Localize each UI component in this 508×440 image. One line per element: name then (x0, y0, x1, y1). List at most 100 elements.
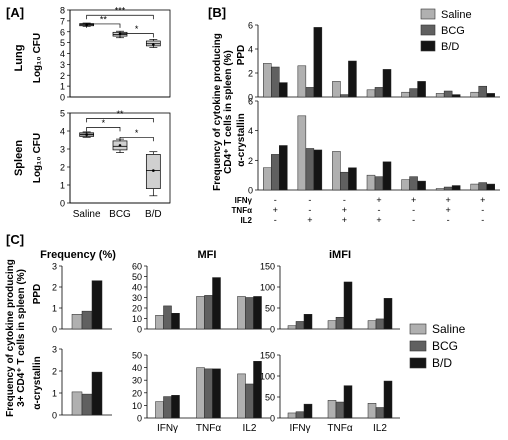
A-lung-ytick-label: 1 (60, 82, 65, 92)
A-spleen-ytick-label: 5 (60, 109, 65, 119)
C-MFI-acryst-bar-saline (196, 367, 205, 419)
A-lung-sig-label: *** (115, 6, 126, 16)
C-MFI-acryst-bar-bcg (163, 396, 172, 419)
A-spleen-ytick-label: 3 (60, 145, 65, 155)
C-freq-acryst-bar-bcg (81, 393, 93, 416)
C-MFI-PPD-bar-saline (196, 296, 205, 330)
C-iMFI-PPD-ytick-label: 150 (260, 262, 275, 272)
C-MFI-acryst-ytick-label: 30 (132, 376, 142, 386)
panel-c-ylabel-line2: 3+ CD4⁺ T cells in spleen (%) (16, 269, 27, 407)
C-iMFI-PPD-bar-saline (367, 320, 377, 330)
row-label-b-ppd: PPD (236, 45, 247, 66)
B-acryst-ytick-label: 0 (248, 186, 253, 196)
C-MFI-PPD-ytick-label: 10 (132, 314, 142, 324)
A-lung-sig-label: ** (100, 14, 108, 24)
panel-b-ylabel-line2: CD4⁺ T cells in spleen (%) (223, 50, 234, 174)
C-MFI-acryst-xtick-label: IFNγ (157, 423, 178, 434)
A-lung-sig-label: * (135, 24, 139, 34)
B-PPD-bar-bd (279, 82, 288, 98)
B-PPD-bar-saline (470, 91, 479, 98)
A-spleen-sig-bracket (86, 127, 121, 132)
C-MFI-acryst-bar-bd (253, 361, 262, 419)
B-PPD-bar-bcg (271, 66, 280, 98)
A-lung-ytick-label: 0 (60, 93, 65, 103)
B-acryst-bar-bd (417, 180, 426, 191)
C-MFI-PPD-bar-bd (253, 296, 262, 330)
A-lung-sig-bracket (86, 14, 154, 20)
B-PPD-bar-bd (417, 81, 426, 98)
B-acryst-bar-bd (279, 145, 288, 191)
A-spleen-sig-label: * (102, 118, 106, 128)
panel-label-b: [B] (208, 5, 226, 20)
C-iMFI-acryst-xtick-label: TNFα (327, 423, 352, 434)
C-MFI-PPD-bar-bcg (163, 305, 172, 330)
C-iMFI-PPD-bar-saline (287, 325, 297, 330)
legend-label-saline: Saline (441, 9, 472, 21)
A-spleen-xtick-label: BCG (109, 209, 131, 220)
B-PPD-ytick-label: 0 (248, 93, 253, 103)
B-acryst-bar-saline (366, 174, 376, 191)
C-freq-PPD-bar-bcg (81, 310, 93, 330)
panel-c-mfi-acrystallin-chart: 0 10 20 30 40 50 IFNγ TNFα IL2 (132, 351, 270, 434)
sign-cell: + (376, 215, 381, 225)
B-acryst-bar-saline (332, 151, 341, 191)
C-iMFI-acryst-ytick-label: 150 (260, 351, 275, 361)
sign-cell: - (481, 215, 484, 225)
sign-cell: - (412, 205, 415, 215)
B-PPD-bar-bd (486, 93, 495, 98)
C-MFI-acryst-ytick-label: 50 (132, 351, 142, 361)
panel-c-title-imfi: iMFI (329, 249, 351, 261)
panel-c-ylabel-line1: Frequency of cytokine producing (5, 259, 16, 417)
A-spleen-ytick-label: 0 (60, 199, 65, 209)
C-iMFI-acryst-xtick-label: IL2 (373, 423, 387, 434)
panel-label-a: [A] (6, 5, 24, 20)
C-MFI-acryst-xtick-label: IL2 (243, 423, 257, 434)
C-iMFI-PPD-ytick-label: 50 (265, 304, 275, 314)
C-iMFI-acryst-bar-saline (287, 412, 297, 419)
A-lung-ytick-label: 6 (60, 27, 65, 37)
B-acryst-bar-bd (486, 183, 495, 191)
row-label-spleen: Spleen (13, 140, 25, 176)
legend-swatch-bd (420, 40, 436, 52)
C-iMFI-PPD-ytick-label: 0 (270, 325, 275, 335)
sign-cell: + (446, 205, 451, 215)
C-iMFI-PPD-bar-bcg (375, 318, 385, 330)
B-PPD-ytick-label: 4 (248, 45, 253, 55)
panel-c-imfi-ppd-chart: 0 50 100 150 (260, 262, 400, 335)
B-PPD-bar-saline (263, 63, 272, 98)
C-freq-acryst-bar-saline (71, 391, 83, 416)
C-freq-PPD-ytick-label: 3 (52, 262, 57, 272)
C-iMFI-acryst-bar-saline (327, 400, 337, 419)
B-PPD-bar-saline (401, 91, 410, 98)
B-acryst-ytick-label: 2 (248, 156, 253, 166)
A-spleen-xtick-label: Saline (73, 209, 101, 220)
sign-cell: + (480, 195, 485, 205)
A-lung-mean-point (152, 42, 155, 46)
B-acryst-bar-bd (382, 161, 392, 191)
C-MFI-acryst-bar-bd (171, 395, 180, 419)
B-PPD-bar-bd (313, 27, 323, 98)
C-MFI-acryst-ytick-label: 10 (132, 401, 142, 411)
C-iMFI-PPD-bar-bd (343, 281, 353, 330)
C-MFI-acryst-bar-bcg (204, 368, 213, 419)
legend-c-label-bcg: BCG (432, 339, 458, 353)
B-PPD-bar-saline (297, 65, 307, 98)
sign-cell: - (274, 195, 277, 205)
B-acryst-bar-saline (401, 179, 410, 191)
C-freq-PPD-ytick-label: 0 (52, 325, 57, 335)
B-acryst-bar-saline (470, 183, 479, 191)
B-PPD-bar-bcg (409, 88, 418, 98)
sign-row-label-1: TNFα (232, 206, 253, 215)
A-spleen-ytick-label: 1 (60, 181, 65, 191)
B-acryst-bar-bcg (478, 182, 487, 191)
row-label-lung: Lung (13, 45, 25, 72)
A-spleen-ytick-label: 2 (60, 163, 65, 173)
B-PPD-bar-bcg (478, 85, 487, 98)
panel-b-acrystallin-chart: 0 2 4 6 (248, 97, 500, 196)
sign-cell: + (273, 205, 278, 215)
C-MFI-acryst-bar-bcg (245, 383, 254, 419)
A-spleen-sig-label: * (135, 128, 139, 138)
C-iMFI-acryst-bar-bd (343, 385, 353, 419)
C-freq-PPD-ytick-label: 1 (52, 304, 57, 314)
